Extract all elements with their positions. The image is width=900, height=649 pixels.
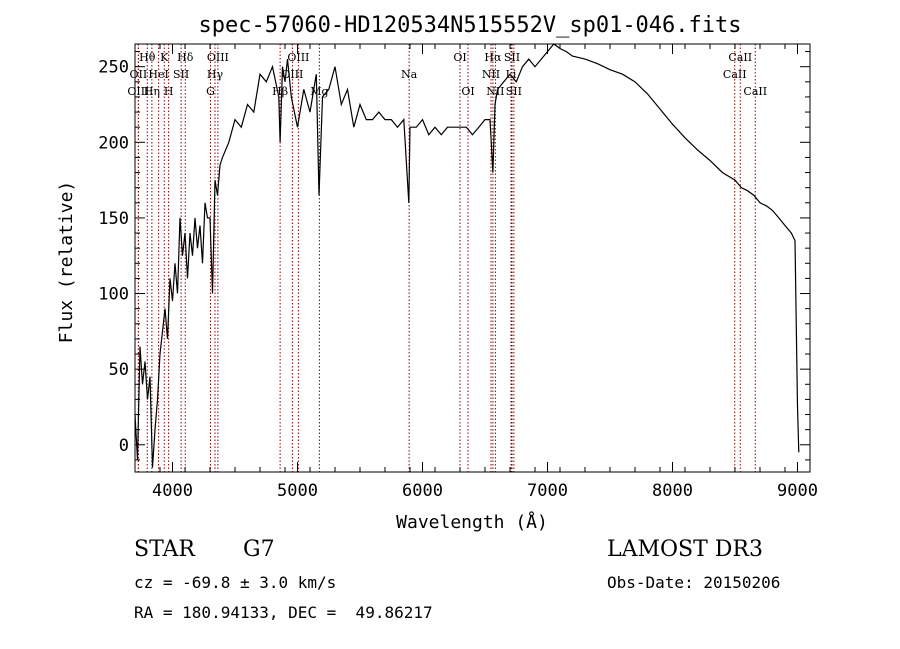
spectral-line-label: G: [206, 85, 215, 98]
x-tick-label: 5000: [277, 481, 318, 501]
spectrum-series-line: [134, 43, 800, 468]
y-tick-label: 150: [98, 209, 129, 229]
survey-name: LAMOST DR3: [607, 537, 763, 562]
spectral-line-label: OIII: [287, 51, 309, 64]
spectral-line-label: Hδ: [177, 51, 194, 64]
spectral-line-label: SII: [506, 85, 522, 98]
y-tick-label: 100: [98, 285, 129, 305]
spectral-line-label: OI: [461, 85, 474, 98]
spectral-line-label: NII: [482, 68, 500, 81]
y-tick-label: 50: [109, 360, 129, 380]
spectral-line-label: OIII: [207, 51, 229, 64]
spectral-line-label: Na: [401, 68, 418, 81]
x-tick-label: 8000: [652, 481, 693, 501]
obs-date: Obs-Date: 20150206: [607, 573, 781, 592]
y-tick-label: 200: [98, 133, 129, 153]
x-axis-label: Wavelength (Å): [396, 511, 548, 533]
spectral-line-label: Li: [506, 68, 517, 81]
spectral-line-label: H: [164, 85, 174, 98]
plot-frame: [134, 43, 811, 473]
spectral-line-label: K: [160, 51, 169, 64]
y-tick-label: 250: [98, 58, 129, 78]
spectral-line-label: Hη: [144, 85, 160, 98]
spectral-line-label: Hα: [484, 51, 502, 64]
chart-title: spec-57060-HD120534N515552V_sp01-046.fit…: [198, 13, 741, 38]
spectral-line-label: SII: [504, 51, 520, 64]
x-tick-label: 9000: [777, 481, 818, 501]
redshift-text: cz = -69.8 ± 3.0 km/s: [134, 573, 337, 592]
spectral-line-label: HeI: [148, 68, 168, 81]
spectral-line-label: OIII: [281, 68, 303, 81]
spectral-line-label: Hθ: [139, 51, 156, 64]
spectral-line-label: OI: [453, 51, 466, 64]
coordinates: RA = 180.94133, DEC = 49.86217: [134, 603, 433, 622]
spectral-line-label: CaII: [728, 51, 752, 64]
y-tick-label: 0: [119, 436, 129, 456]
spectral-line-label: CaII: [743, 85, 767, 98]
spectral-line-label: Hβ: [272, 85, 288, 98]
object-type: STAR: [134, 537, 195, 562]
spectral-line-label: NII: [486, 85, 504, 98]
spectral-line-label: OIII: [127, 85, 149, 98]
object-subclass: G7: [243, 537, 275, 562]
x-tick-label: 7000: [527, 481, 568, 501]
spectral-line-label: CaII: [723, 68, 747, 81]
x-tick-label: 4000: [152, 481, 193, 501]
x-tick-label: 6000: [402, 481, 443, 501]
spectral-line-label: Hγ: [207, 68, 224, 81]
spectral-line-label: SII: [173, 68, 189, 81]
y-axis-label: Flux (relative): [56, 181, 77, 344]
spectral-line-label: OII: [130, 68, 148, 81]
